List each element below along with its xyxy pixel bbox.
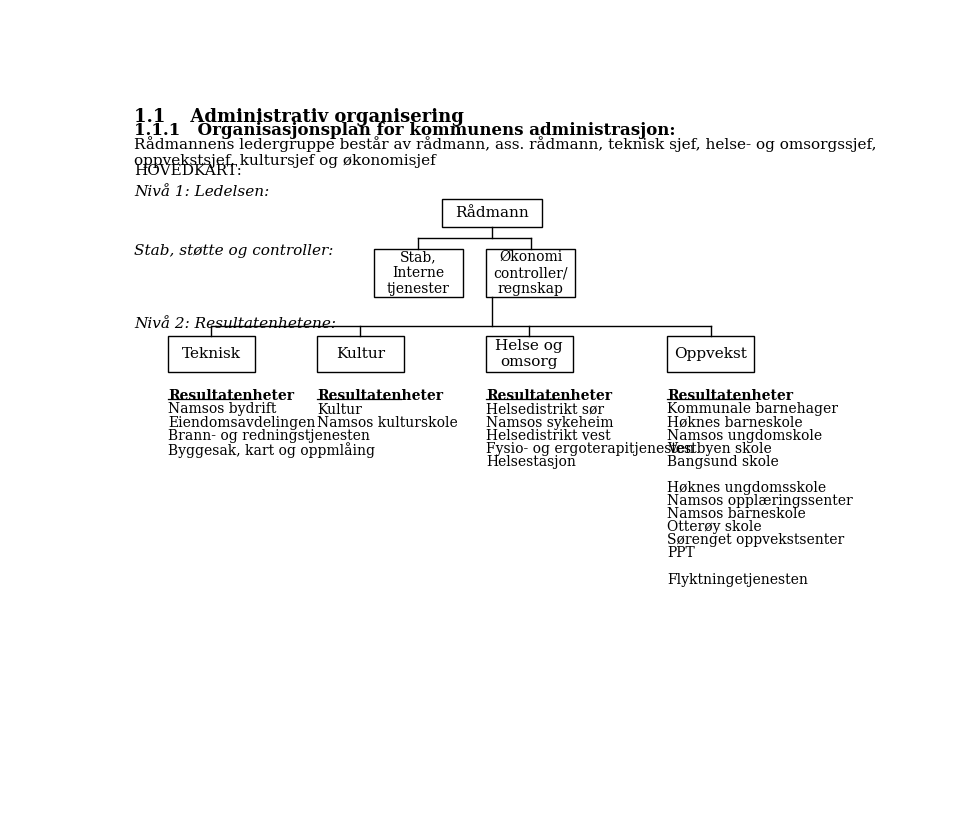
Text: Byggesak, kart og oppmlåing: Byggesak, kart og oppmlåing [168,442,375,458]
Text: Kultur: Kultur [336,347,385,361]
FancyBboxPatch shape [168,335,254,373]
Text: Høknes ungdomsskole: Høknes ungdomsskole [667,481,827,495]
Text: Helsedistrikt sør: Helsedistrikt sør [486,402,604,416]
Text: Nivå 2: Resultatenhetene:: Nivå 2: Resultatenhetene: [134,317,336,331]
Text: Namsos ungdomskole: Namsos ungdomskole [667,429,823,443]
Text: Resultatenheter: Resultatenheter [667,389,793,402]
Text: PPT: PPT [667,547,695,561]
Text: Kultur: Kultur [317,402,362,416]
Text: Kommunale barnehager: Kommunale barnehager [667,402,838,416]
FancyBboxPatch shape [317,335,403,373]
Text: Eiendomsavdelingen: Eiendomsavdelingen [168,415,316,430]
Text: Namsos sykeheim: Namsos sykeheim [486,415,613,430]
Text: Økonomi
controller/
regnskap: Økonomi controller/ regnskap [493,250,568,297]
FancyBboxPatch shape [442,199,542,227]
Text: Vestbyen skole: Vestbyen skole [667,442,772,456]
FancyBboxPatch shape [373,249,463,297]
Text: Fysio- og ergoterapitjenesten: Fysio- og ergoterapitjenesten [486,442,694,456]
Text: Høknes barneskole: Høknes barneskole [667,415,803,430]
Text: HOVEDKART:: HOVEDKART: [134,164,242,178]
Text: Stab, støtte og controller:: Stab, støtte og controller: [134,244,333,258]
Text: Resultatenheter: Resultatenheter [486,389,612,402]
Text: Oppvekst: Oppvekst [674,347,747,361]
Text: Namsos bydrift: Namsos bydrift [168,402,276,416]
Text: Helsestasjon: Helsestasjon [486,455,576,469]
Text: Flyktningetjenesten: Flyktningetjenesten [667,572,808,586]
Text: Resultatenheter: Resultatenheter [317,389,443,402]
Text: Brann- og redningstjenesten: Brann- og redningstjenesten [168,429,370,443]
Text: Helse og
omsorg: Helse og omsorg [495,339,563,369]
Text: Resultatenheter: Resultatenheter [168,389,294,402]
Text: Stab,
Interne
tjenester: Stab, Interne tjenester [387,250,450,297]
Text: Rådmann: Rådmann [455,206,529,220]
Text: Nivå 1: Ledelsen:: Nivå 1: Ledelsen: [134,184,269,198]
Text: Namsos kulturskole: Namsos kulturskole [317,415,458,430]
Text: Bangsund skole: Bangsund skole [667,455,779,469]
Text: Rådmannens ledergruppe består av rådmann, ass. rådmann, teknisk sjef, helse- og : Rådmannens ledergruppe består av rådmann… [134,136,876,169]
Text: Sørenget oppvekstsenter: Sørenget oppvekstsenter [667,534,845,548]
Text: Helsedistrikt vest: Helsedistrikt vest [486,429,611,443]
Text: 1.1    Administrativ organisering: 1.1 Administrativ organisering [134,107,464,126]
Text: Otterøy skole: Otterøy skole [667,520,762,534]
Text: Namsos barneskole: Namsos barneskole [667,507,805,521]
Text: Namsos opplæringssenter: Namsos opplæringssenter [667,494,852,508]
Text: Teknisk: Teknisk [182,347,241,361]
FancyBboxPatch shape [667,335,754,373]
FancyBboxPatch shape [486,335,572,373]
Text: 1.1.1   Organisasjonsplan for kommunens administrasjon:: 1.1.1 Organisasjonsplan for kommunens ad… [134,122,676,140]
FancyBboxPatch shape [486,249,575,297]
